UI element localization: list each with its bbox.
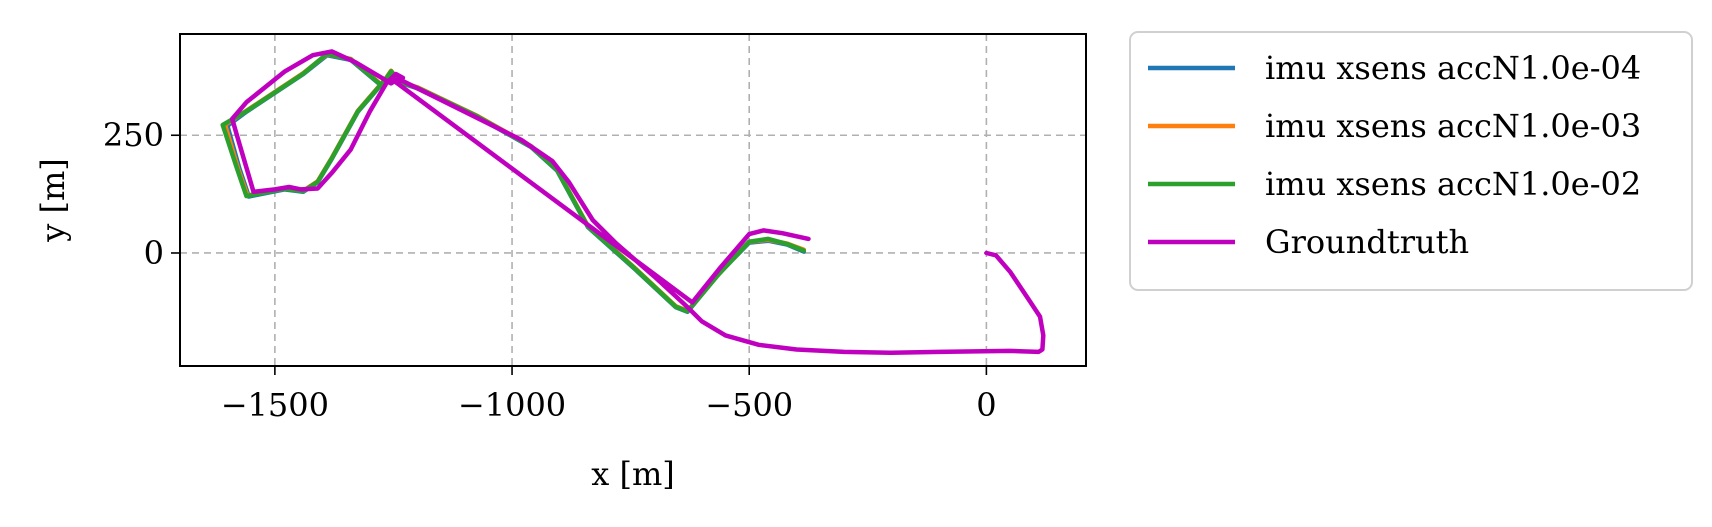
- plot-background: [180, 34, 1086, 366]
- x-tick-label: −500: [705, 386, 793, 424]
- y-axis-title: y [m]: [34, 158, 72, 243]
- y-tick-label: 0: [144, 234, 164, 272]
- series-line-3: [220, 51, 807, 314]
- x-tick-label: 0: [976, 386, 996, 424]
- series-line-4: [229, 49, 1046, 356]
- legend-label-2: imu xsens accN1.0e-03: [1265, 107, 1641, 145]
- legend-label-3: imu xsens accN1.0e-02: [1265, 165, 1641, 203]
- x-tick-label: −1500: [221, 386, 329, 424]
- legend: imu xsens accN1.0e-04 imu xsens accN1.0e-…: [1129, 31, 1693, 291]
- plot-frame: [179, 33, 1087, 367]
- legend-label-4: Groundtruth: [1265, 223, 1469, 261]
- axis-ticks: −1500 −1000 −500 0 0 250: [103, 116, 997, 424]
- series-lines: [220, 49, 1046, 356]
- x-axis-title: x [m]: [591, 455, 675, 493]
- grid: [180, 34, 1086, 366]
- legend-label-1: imu xsens accN1.0e-04: [1265, 49, 1641, 87]
- x-tick-label: −1000: [458, 386, 566, 424]
- legend-box: [1129, 31, 1693, 291]
- y-tick-label: 250: [103, 116, 164, 154]
